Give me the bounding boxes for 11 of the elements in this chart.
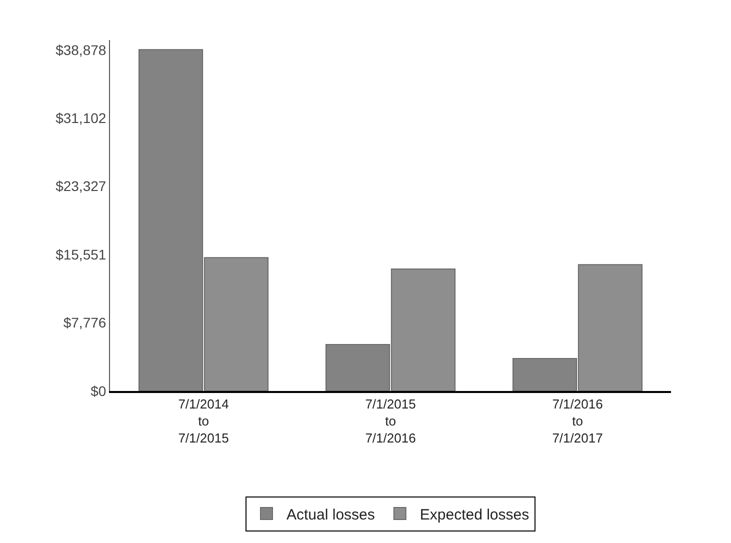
x-tick-label: 7/1/2014 to 7/1/2015 bbox=[178, 396, 229, 446]
y-tick-label: $15,551 bbox=[56, 246, 106, 262]
y-tick-label: $23,327 bbox=[56, 178, 106, 194]
y-tick-label: $7,776 bbox=[63, 314, 106, 331]
y-tick-label: $0 bbox=[90, 382, 106, 399]
legend-label: Expected losses bbox=[420, 506, 530, 524]
legend-label: Actual losses bbox=[286, 506, 375, 524]
y-tick-label: $38,878 bbox=[56, 42, 106, 58]
x-tick-label: 7/1/2015 to 7/1/2016 bbox=[365, 396, 416, 446]
x-tick-label: 7/1/2016 to 7/1/2017 bbox=[552, 396, 603, 446]
y-tick-label: $31,102 bbox=[56, 110, 106, 126]
